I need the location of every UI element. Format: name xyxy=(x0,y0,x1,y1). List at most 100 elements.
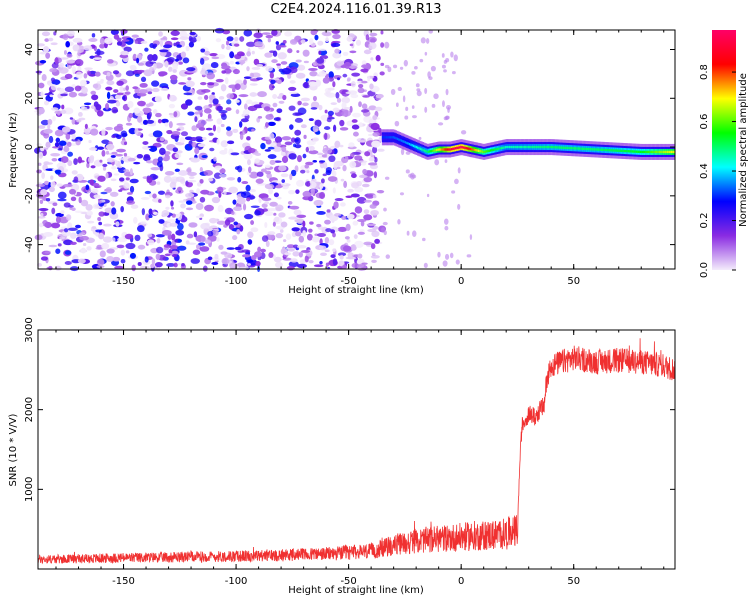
spectrogram-noise-blob xyxy=(105,143,115,150)
spectrogram-noise-blob xyxy=(370,122,380,131)
spectrogram-signal-peak xyxy=(602,148,604,152)
spectrogram-noise-blob xyxy=(324,219,331,225)
spectrogram-noise-blob xyxy=(142,107,152,113)
spectrogram-noise-blob xyxy=(289,66,298,74)
spectrogram-noise-blob xyxy=(247,231,254,239)
spectrogram-noise-blob xyxy=(351,173,357,179)
spectrogram-noise-blob xyxy=(289,173,293,181)
spectrogram-noise-blob xyxy=(341,96,351,104)
spectrogram-noise-blob xyxy=(45,168,55,172)
spectrogram-signal-peak xyxy=(425,149,427,153)
spectrogram-noise-blob xyxy=(287,73,292,79)
spectrogram-signal-peak xyxy=(387,136,389,139)
spectrogram-noise-blob xyxy=(101,242,110,250)
spectrogram-noise-blob xyxy=(210,61,219,69)
spectrogram-noise-blob xyxy=(62,33,69,41)
spectrogram-noise-blob xyxy=(363,209,370,214)
spectrogram-noise-blob xyxy=(272,102,278,108)
spectrogram-signal-peak xyxy=(444,148,446,151)
spectrogram-noise-blob xyxy=(328,71,334,79)
spectrogram-signal-peak xyxy=(483,150,485,154)
spectrogram-noise-blob xyxy=(136,225,145,233)
spectrogram-noise-blob xyxy=(295,231,302,237)
spectrogram-noise-blob xyxy=(116,148,126,153)
spectrogram-noise-blob xyxy=(185,45,190,52)
spectrogram-noise-blob xyxy=(137,261,142,267)
spectrogram-noise-blob xyxy=(322,147,333,155)
spectrogram-noise-blob xyxy=(206,72,216,80)
spectrogram-noise-blob xyxy=(193,231,198,238)
spectrogram-signal-peak xyxy=(449,148,452,151)
spectrogram-noise-blob xyxy=(346,36,353,42)
spectrogram-noise-blob xyxy=(451,70,456,75)
spectrogram-noise-blob xyxy=(261,197,272,201)
spectrogram-noise-blob xyxy=(339,254,344,260)
spectrogram-noise-blob xyxy=(447,107,450,113)
spectrogram-noise-blob xyxy=(267,121,276,126)
spectrogram-noise-blob xyxy=(279,229,284,233)
spectrogram-noise-blob xyxy=(324,132,328,141)
spectrogram-noise-blob xyxy=(280,152,286,156)
spectrogram-noise-blob xyxy=(290,137,296,143)
spectrogram-noise-blob xyxy=(271,29,278,36)
spectrogram-noise-blob xyxy=(264,149,271,152)
spectrogram-noise-blob xyxy=(333,201,339,209)
spectrogram-noise-blob xyxy=(69,117,74,120)
spectrogram-noise-blob xyxy=(189,189,194,194)
spectrogram-noise-blob xyxy=(321,31,332,37)
spectrogram-noise-blob xyxy=(293,143,297,148)
spectrogram-noise-blob xyxy=(212,124,217,132)
spectrogram-signal-peak xyxy=(661,150,664,154)
spectrogram-noise-blob xyxy=(172,69,177,73)
spectrogram-noise-blob xyxy=(143,155,151,162)
spectrogram-signal-peak xyxy=(641,150,643,154)
spectrogram-noise-blob xyxy=(169,181,177,189)
spectrogram-noise-blob xyxy=(264,164,271,169)
spectrogram-noise-blob xyxy=(91,94,99,101)
spectrogram-noise-blob xyxy=(367,228,377,233)
spectrogram-noise-blob xyxy=(431,103,436,108)
spectrogram-noise-blob xyxy=(189,37,197,43)
spectrogram-noise-blob xyxy=(344,156,349,161)
spectrogram-signal-peak xyxy=(653,150,655,154)
spectrogram-noise-blob xyxy=(36,43,45,47)
spectrogram-signal-peak xyxy=(487,149,489,153)
spectrogram-noise-blob xyxy=(316,57,325,64)
spectrogram-signal-peak xyxy=(492,148,495,152)
spectrogram-noise-blob xyxy=(111,151,118,155)
spectrogram-noise-blob xyxy=(152,211,158,215)
spectrogram-noise-blob xyxy=(324,236,330,244)
spectrogram-noise-blob xyxy=(105,172,109,179)
snr-y-tick-label: 1000 xyxy=(24,477,35,502)
spectrogram-noise-blob xyxy=(170,30,180,36)
spectrogram-noise-blob xyxy=(198,242,206,246)
spectrogram-noise-blob xyxy=(40,146,45,152)
spectrogram-noise-blob xyxy=(266,172,272,179)
spectrogram-noise-blob xyxy=(264,183,275,190)
spectrogram-noise-blob xyxy=(226,126,232,131)
spectrogram-noise-blob xyxy=(238,94,249,98)
spectrogram-noise-blob xyxy=(80,79,87,87)
spectrogram-noise-blob xyxy=(200,189,210,195)
spectrogram-noise-blob xyxy=(67,222,73,229)
spectrogram-noise-blob xyxy=(225,45,231,51)
spectrogram-signal-peak xyxy=(421,148,423,151)
spectrogram-noise-blob xyxy=(325,166,333,174)
spectrogram-noise-blob xyxy=(97,200,102,204)
spectrogram-signal-peak xyxy=(412,144,415,148)
spectrogram-noise-blob xyxy=(366,223,376,226)
spectrogram-noise-blob xyxy=(117,237,128,243)
spectrogram-noise-blob xyxy=(195,215,203,219)
spectrogram-noise-blob xyxy=(300,97,310,102)
spectrogram-noise-blob xyxy=(363,214,373,221)
spectrogram-signal-peak xyxy=(453,147,456,150)
spectrogram-signal-peak xyxy=(564,146,566,149)
spectrogram-noise-blob xyxy=(179,36,189,41)
spectrogram-noise-blob xyxy=(81,86,88,94)
spectrogram-noise-blob xyxy=(290,169,297,177)
spectrogram-noise-blob xyxy=(294,144,302,149)
spectrogram-noise-blob xyxy=(249,189,256,193)
spectrogram-noise-blob xyxy=(202,63,212,71)
spectrogram-noise-blob xyxy=(159,136,165,142)
spectrogram-noise-blob xyxy=(342,264,347,270)
